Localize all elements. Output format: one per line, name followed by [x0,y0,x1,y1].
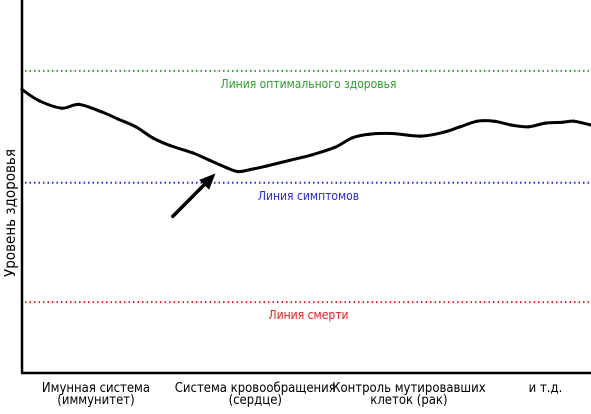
curve-point-4 [100,110,104,114]
curve-point-9 [191,151,195,155]
symptoms-label: Линия симптомов [258,189,359,203]
curve-point-8 [168,143,172,148]
curve-point-25 [492,119,496,123]
curve-point-16 [310,153,314,157]
curve-point-19 [367,132,371,136]
curve-point-11 [225,166,229,170]
curve-point-18 [350,136,354,140]
curve-point-17 [333,145,337,149]
curve-point-0 [20,87,24,92]
arrow-shaft [171,183,206,219]
curve-point-23 [458,125,462,129]
category-label-3-0: и т.д. [529,381,563,396]
category-label-2-1: клеток (рак) [370,393,447,408]
arrow-head [199,173,216,190]
curve-point-30 [572,119,576,123]
curve-point-22 [441,130,445,134]
curve-point-6 [134,125,138,129]
category-label-0-1: (иммунитет) [57,393,134,408]
curve-point-29 [560,120,565,124]
category-label-1-1: (сердце) [229,393,282,408]
curve-point-5 [117,117,121,121]
curve-point-20 [390,131,394,136]
curve-point-7 [151,136,155,140]
curve-point-14 [265,164,269,168]
curve-point-2 [60,106,64,110]
curve-point-1 [37,99,41,103]
curve-point-26 [509,123,513,127]
health-curve [20,88,591,174]
curve-point-28 [543,121,548,125]
category-label-2-0: Контроль мутировавших [332,381,486,396]
curve-point-15 [287,158,291,162]
curve-point-24 [475,119,479,123]
curve-point-12 [236,170,240,174]
curve-point-21 [418,134,422,138]
curve-point-10 [208,158,212,162]
curve-point-13 [248,168,252,172]
curve-point-27 [526,125,531,129]
y-axis-title: Уровень здоровья [1,149,19,277]
optimal-label: Линия оптимального здоровья [221,77,397,91]
category-label-0-0: Имунная система [42,381,150,396]
death-label: Линия смерти [268,308,348,322]
category-label-1-0: Система кровообращения [175,381,336,396]
curve-point-3 [77,102,81,106]
